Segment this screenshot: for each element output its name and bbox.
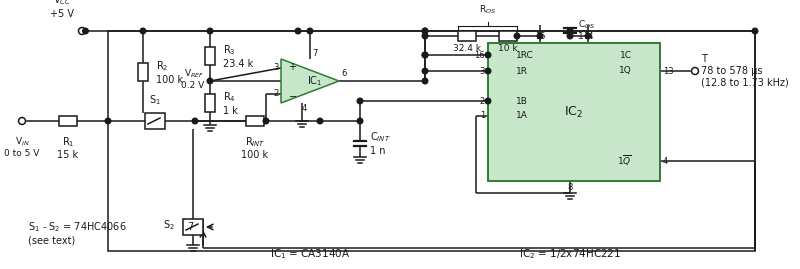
Circle shape: [538, 33, 542, 39]
Text: 3: 3: [274, 63, 279, 73]
Text: IC$_1$: IC$_1$: [307, 74, 322, 88]
Text: C$_{INT}$
1 n: C$_{INT}$ 1 n: [370, 130, 390, 156]
Text: 16: 16: [474, 51, 485, 59]
Text: S$_1$ - S$_2$ = 74HC4066
(see text): S$_1$ - S$_2$ = 74HC4066 (see text): [28, 220, 126, 246]
Text: +: +: [288, 62, 296, 72]
Circle shape: [485, 68, 491, 74]
Text: V$_{REF}$
0.2 V: V$_{REF}$ 0.2 V: [181, 68, 204, 90]
Text: 1B: 1B: [516, 97, 528, 105]
Text: 14: 14: [582, 32, 594, 41]
Bar: [108, 31, 755, 251]
Text: V$_{CC}$
+5 V: V$_{CC}$ +5 V: [50, 0, 74, 19]
Bar: [246, 116, 264, 126]
Text: 15: 15: [534, 32, 546, 41]
Circle shape: [78, 27, 86, 34]
Circle shape: [586, 33, 590, 39]
Text: S$_2$: S$_2$: [163, 218, 175, 232]
Text: 1RC: 1RC: [516, 51, 534, 59]
Text: R$_2$
100 k: R$_2$ 100 k: [156, 59, 183, 85]
Circle shape: [422, 28, 428, 34]
Text: R$_1$
15 k: R$_1$ 15 k: [58, 135, 78, 160]
Bar: [205, 47, 215, 65]
Text: R$_4$
1 k: R$_4$ 1 k: [223, 90, 238, 116]
Bar: [59, 116, 77, 126]
Circle shape: [357, 98, 363, 104]
Text: IC$_1$ = CA3140A: IC$_1$ = CA3140A: [270, 247, 350, 261]
Text: 6: 6: [341, 69, 346, 78]
Circle shape: [691, 68, 698, 75]
Text: R$_3$
23.4 k: R$_3$ 23.4 k: [223, 43, 254, 69]
Text: C$_{OS}$
1 n: C$_{OS}$ 1 n: [578, 19, 595, 41]
Circle shape: [82, 28, 88, 34]
Circle shape: [140, 28, 146, 34]
Bar: [488, 43, 660, 181]
Circle shape: [317, 118, 323, 124]
Text: 1Q: 1Q: [619, 66, 632, 76]
Circle shape: [263, 118, 269, 124]
Bar: [145, 113, 165, 129]
Text: T
78 to 578 μs
(12.8 to 1.73 kHz): T 78 to 578 μs (12.8 to 1.73 kHz): [701, 54, 789, 88]
Circle shape: [485, 52, 491, 58]
Text: IC$_2$: IC$_2$: [565, 104, 583, 119]
Circle shape: [422, 28, 428, 34]
Text: 1C: 1C: [620, 51, 632, 59]
Text: 7: 7: [312, 49, 318, 58]
Text: R$_{OS}$: R$_{OS}$: [479, 3, 496, 16]
Text: 1A: 1A: [516, 111, 528, 121]
Bar: [205, 94, 215, 112]
Text: V$_{IN}$
0 to 5 V: V$_{IN}$ 0 to 5 V: [4, 135, 40, 158]
Circle shape: [422, 78, 428, 84]
Circle shape: [357, 118, 363, 124]
Bar: [499, 31, 517, 41]
Circle shape: [207, 28, 213, 34]
Text: 2: 2: [480, 97, 485, 105]
Text: 4: 4: [663, 157, 668, 165]
Circle shape: [106, 118, 110, 124]
Circle shape: [422, 52, 428, 58]
Circle shape: [295, 28, 301, 34]
Circle shape: [422, 52, 428, 58]
Circle shape: [207, 78, 213, 84]
Text: 2: 2: [274, 90, 279, 98]
Circle shape: [18, 118, 26, 125]
Circle shape: [514, 33, 520, 39]
Text: 1: 1: [480, 111, 485, 121]
Text: 32.4 k: 32.4 k: [453, 44, 481, 53]
Circle shape: [307, 28, 313, 34]
Text: 1R: 1R: [516, 66, 528, 76]
Circle shape: [567, 33, 573, 39]
Polygon shape: [281, 59, 339, 103]
Text: $-$: $-$: [288, 90, 297, 100]
Circle shape: [422, 33, 428, 39]
Text: 8: 8: [567, 183, 573, 192]
Circle shape: [192, 118, 198, 124]
Text: 7: 7: [187, 222, 193, 232]
Bar: [183, 219, 203, 235]
Circle shape: [422, 68, 428, 74]
Bar: [458, 31, 476, 41]
Text: 4: 4: [302, 104, 307, 113]
Text: 13: 13: [663, 66, 674, 76]
Text: IC$_2$ = 1/2x74HC221: IC$_2$ = 1/2x74HC221: [519, 247, 621, 261]
Text: 1$\overline{Q}$: 1$\overline{Q}$: [617, 154, 632, 168]
Circle shape: [752, 28, 758, 34]
Text: 10 k: 10 k: [498, 44, 518, 53]
Text: 3: 3: [480, 66, 485, 76]
Bar: [138, 63, 148, 81]
Circle shape: [567, 28, 573, 34]
Circle shape: [485, 98, 491, 104]
Text: R$_{INT}$
100 k: R$_{INT}$ 100 k: [242, 135, 269, 160]
Text: S$_1$: S$_1$: [149, 93, 161, 107]
